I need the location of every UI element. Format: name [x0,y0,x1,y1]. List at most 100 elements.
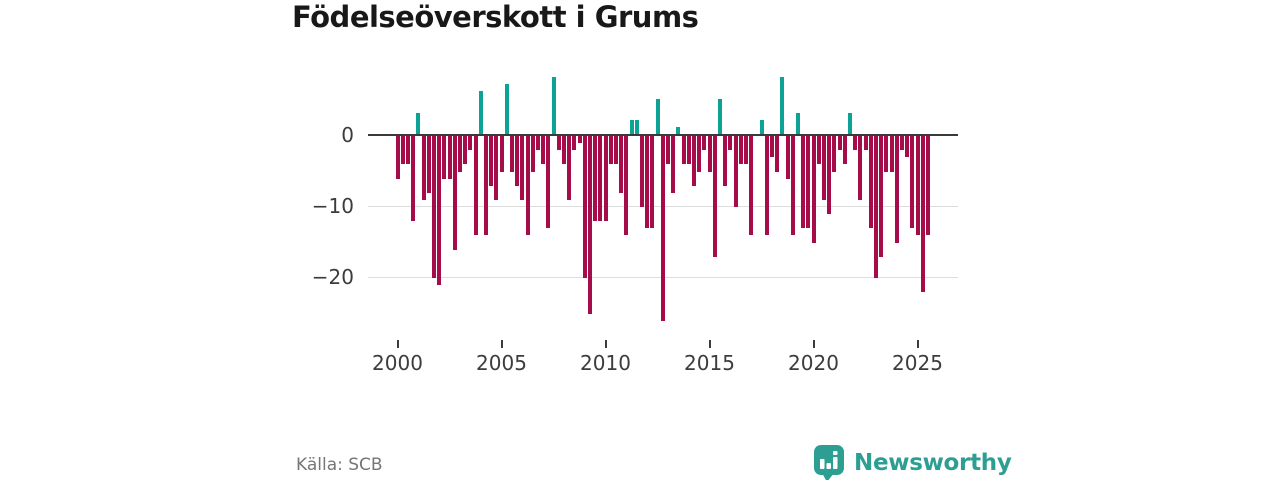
newsworthy-logo-text: Newsworthy [854,450,1012,476]
bar-negative [764,136,769,236]
bar-negative [541,136,546,165]
bar-negative [775,136,780,172]
x-axis-label: 2005 [476,351,527,375]
bar-negative [587,136,592,314]
x-axis-label: 2000 [372,351,423,375]
bar-negative [452,136,457,250]
bar-negative [561,136,566,165]
bar-negative [509,136,514,172]
bar-negative [593,136,598,222]
newsworthy-bubble-chart-icon [812,443,846,480]
x-axis-tick [812,340,815,348]
bar-negative [821,136,826,200]
bar-negative [530,136,535,172]
bar-negative [733,136,738,207]
y-axis-label: 0 [341,123,354,147]
bar-positive [629,119,634,134]
x-axis-label: 2015 [684,351,735,375]
bar-negative [494,136,499,200]
bar-negative [613,136,618,165]
bar-negative [520,136,525,200]
bar-negative [868,136,873,229]
bar-negative [769,136,774,158]
bar-negative [608,136,613,165]
source-caption: Källa: SCB [296,455,383,475]
bar-positive [655,98,660,134]
y-axis-label: −20 [311,265,354,289]
bar-negative [619,136,624,193]
bar-negative [411,136,416,222]
bar-negative [686,136,691,165]
bar-negative [691,136,696,186]
bar-negative [665,136,670,165]
bar-positive [634,119,639,134]
bar-negative [577,136,582,144]
bar-negative [925,136,930,236]
bar-positive [416,112,421,134]
bar-negative [567,136,572,200]
bar-negative [738,136,743,165]
bar-negative [431,136,436,278]
bar-negative [749,136,754,236]
bar-negative [421,136,426,200]
bar-negative [624,136,629,236]
bar-negative [707,136,712,172]
bar-negative [447,136,452,179]
bar-negative [556,136,561,151]
x-axis-label: 2010 [580,351,631,375]
bar-negative [702,136,707,151]
bar-negative [811,136,816,243]
bar-negative [697,136,702,172]
bar-negative [603,136,608,222]
bar-negative [535,136,540,151]
bar-negative [426,136,431,193]
bar-negative [832,136,837,172]
bar-negative [598,136,603,222]
bar-negative [728,136,733,151]
x-axis-tick [916,340,919,348]
bar-negative [837,136,842,151]
bar-negative [816,136,821,165]
bar-negative [743,136,748,165]
bar-negative [645,136,650,229]
bar-negative [463,136,468,165]
bar-negative [650,136,655,229]
bar-negative [827,136,832,215]
bar-positive [717,98,722,134]
bar-negative [801,136,806,229]
bar-negative [785,136,790,179]
bar-negative [723,136,728,186]
y-axis-label: −10 [311,194,354,218]
chart-title: Födelseöverskott i Grums [292,0,699,34]
bar-negative [858,136,863,200]
x-axis-tick [708,340,711,348]
bar-positive [504,84,509,134]
bar-negative [582,136,587,278]
x-axis-tick [604,340,607,348]
x-axis-label: 2025 [892,351,943,375]
bar-negative [842,136,847,165]
bar-negative [790,136,795,236]
x-axis-tick [500,340,503,348]
bar-negative [681,136,686,165]
bar-negative [400,136,405,165]
bar-negative [920,136,925,293]
bar-positive [551,77,556,134]
bar-negative [712,136,717,257]
bar-negative [894,136,899,243]
bar-negative [572,136,577,151]
x-axis-tick [396,340,399,348]
newsworthy-logo: Newsworthy [812,443,1012,480]
bar-positive [847,112,852,134]
bar-negative [879,136,884,257]
x-axis-label: 2020 [788,351,839,375]
bar-negative [499,136,504,172]
bar-negative [395,136,400,179]
bar-negative [671,136,676,193]
bar-negative [863,136,868,151]
bar-negative [884,136,889,172]
bar-negative [515,136,520,186]
bar-negative [457,136,462,172]
bar-negative [660,136,665,321]
